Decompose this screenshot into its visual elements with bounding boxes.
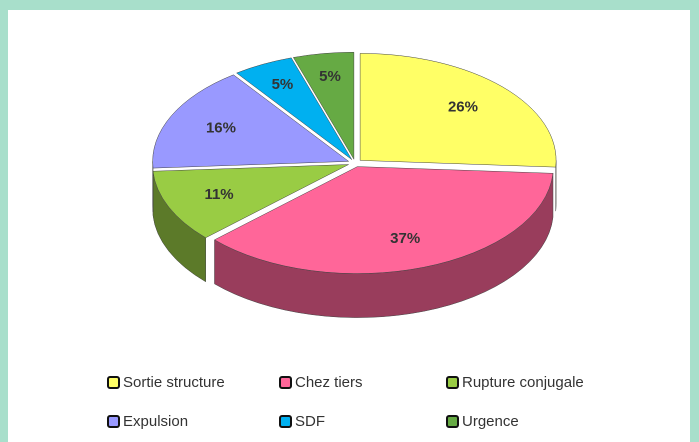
pie-slice [236,57,353,160]
legend-swatch [279,415,292,428]
data-label: 16% [206,120,236,137]
legend-label: Rupture conjugale [462,374,584,391]
data-label: 5% [319,68,341,85]
pie-slice [152,74,350,169]
legend-label: Expulsion [123,413,188,430]
legend-label: SDF [295,413,325,430]
legend-swatch [107,415,120,428]
data-label: 11% [204,186,233,203]
legend-label: Urgence [462,413,519,430]
pie-slice [359,53,557,168]
pie-slice [213,166,554,274]
legend-label: Chez tiers [295,374,363,391]
data-label: 26% [448,99,478,116]
legend-swatch [446,415,459,428]
pie-slice [152,164,349,239]
legend-label: Sortie structure [123,374,225,391]
pie-slice [292,51,355,161]
legend-swatch [446,376,459,389]
data-label: 5% [272,76,294,93]
legend-swatch [107,376,120,389]
legend-swatch [279,376,292,389]
data-label: 37% [390,230,420,247]
